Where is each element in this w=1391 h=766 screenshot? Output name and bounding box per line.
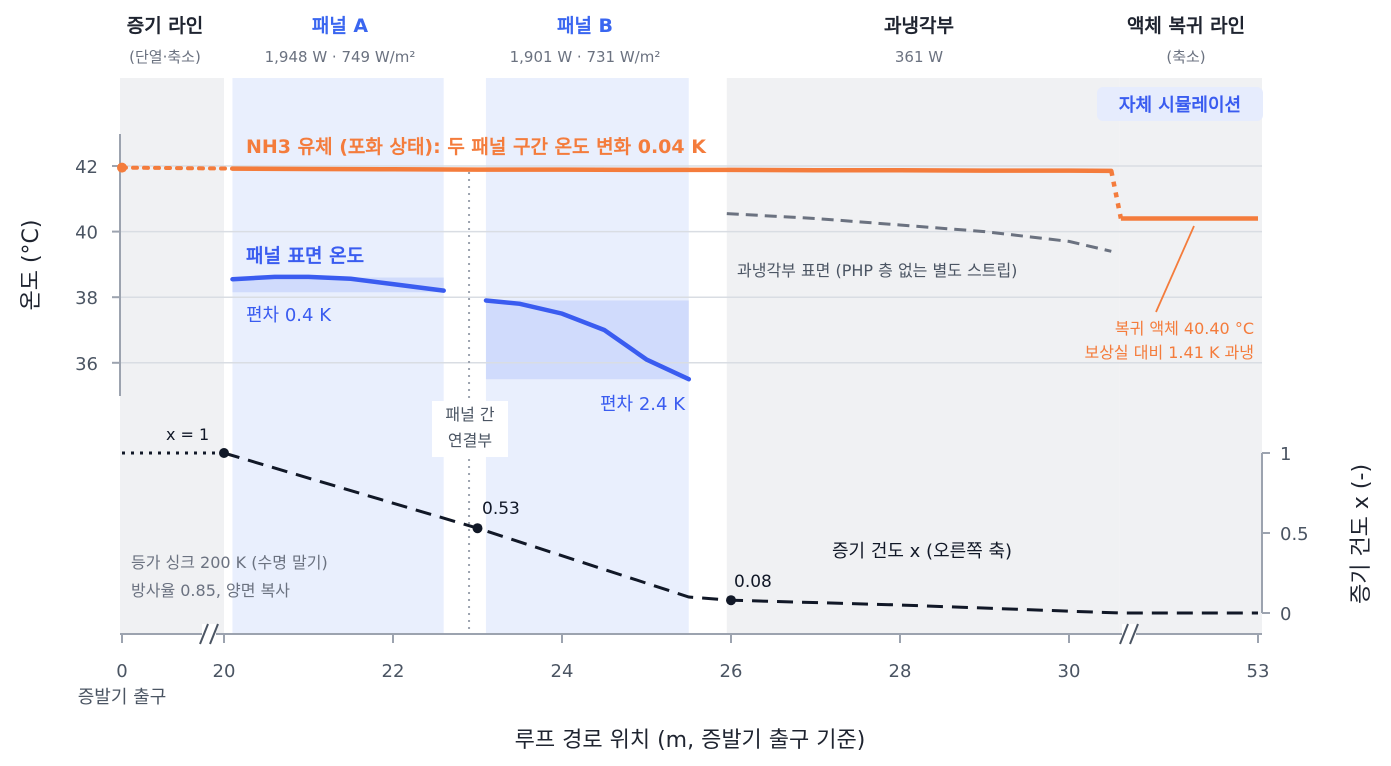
axis-break-mark-a-0 (199, 623, 209, 645)
header-panel-b-title: 패널 B (557, 15, 613, 37)
simulation-badge: 자체 시뮬레이션 (1097, 87, 1263, 121)
quality-053-label: 0.53 (482, 499, 520, 519)
region-band-5 (1119, 78, 1262, 634)
x-zero-sublabel: 증발기 출구 (78, 687, 167, 708)
y-left-tick-label-38: 38 (75, 288, 98, 309)
y-left-tick-label-40: 40 (75, 223, 98, 244)
header-return-line-sub: (축소) (1166, 48, 1205, 66)
panel-b-deviation: 편차 2.4 K (600, 394, 686, 415)
header-vapor-line-sub: (단열·축소) (129, 48, 201, 66)
y-axis-left-title: 온도 (°C) (19, 219, 44, 310)
header-vapor-line-title: 증기 라인 (127, 15, 204, 37)
axes: 36 38 40 42 0 0.5 1 0 20 22 24 26 28 30 53 (75, 134, 1309, 682)
header-subcooler-sub: 361 W (895, 48, 943, 66)
annotations: NH3 유체 (포화 상태): 두 패널 구간 온도 변화 0.04 K 패널 … (131, 136, 1254, 600)
headers: 증기 라인 (단열·축소) 패널 A 1,948 W · 749 W/m² 패널… (127, 15, 1245, 66)
y-right-tick-label-1: 0.5 (1280, 524, 1309, 545)
header-panel-a-title: 패널 A (312, 15, 369, 37)
header-subcooler-title: 과냉각부 (884, 15, 954, 37)
junction-label-2: 연결부 (448, 431, 492, 450)
quality-marker-1 (472, 523, 483, 534)
junction-label-1: 패널 간 (445, 405, 495, 424)
sink-label-2: 방사율 0.85, 양면 복사 (131, 581, 290, 600)
subcooler-surface-line (726, 212, 1112, 253)
badge-background (1097, 87, 1263, 121)
x-tick-label-0: 0 (116, 661, 127, 682)
series (117, 162, 1258, 615)
return-liquid-label-1: 복귀 액체 40.40 °C (1115, 319, 1254, 338)
quality-marker-2 (726, 595, 736, 606)
axis-break-mark-a-1 (1119, 623, 1129, 645)
x-axis-title: 루프 경로 위치 (m, 증발기 출구 기준) (515, 728, 866, 753)
header-panel-b-sub: 1,901 W · 731 W/m² (510, 48, 661, 66)
quality-marker-0 (219, 448, 229, 458)
panel-a-surface-line (230, 274, 446, 293)
x-tick-label-6: 30 (1058, 661, 1081, 682)
x-tick-label-7: 53 (1247, 661, 1270, 682)
axis-break-mark-b-1 (1129, 623, 1139, 645)
panel-a-deviation: 편차 0.4 K (246, 305, 332, 326)
header-panel-a-sub: 1,948 W · 749 W/m² (265, 48, 416, 66)
x-tick-label-3: 24 (551, 661, 574, 682)
quality-series-label: 증기 건도 x (오른쪽 축) (832, 541, 1012, 562)
x-tick-label-5: 28 (889, 661, 912, 682)
y-left-tick-label-42: 42 (75, 157, 98, 178)
header-return-line-title: 액체 복귀 라인 (1127, 15, 1245, 37)
junction-label-background (432, 401, 508, 457)
region-band-2 (232, 78, 444, 634)
badge-label: 자체 시뮬레이션 (1119, 95, 1241, 116)
y-left-tick-label-36: 36 (75, 354, 98, 375)
fluid-line (230, 166, 1114, 174)
quality-x1-label: x = 1 (166, 425, 209, 444)
fluid-label: NH3 유체 (포화 상태): 두 패널 구간 온도 변화 0.04 K (246, 136, 707, 158)
sink-label-1: 등가 싱크 200 K (수명 말기) (131, 553, 328, 572)
x-tick-label-2: 22 (382, 661, 405, 682)
panel-surface-label: 패널 표면 온도 (246, 245, 364, 267)
fluid-lead-in-line (120, 165, 235, 171)
deviation-band-2 (485, 300, 689, 380)
x-tick-label-4: 26 (720, 661, 743, 682)
return-liquid-label-2: 보상실 대비 1.41 K 과냉 (1084, 343, 1254, 362)
return-leader-line (1155, 225, 1195, 313)
y-axis-right-title: 증기 건도 x (-) (1349, 464, 1374, 604)
x-tick-label-1: 20 (213, 661, 236, 682)
y-right-tick-label-2: 1 (1280, 444, 1291, 465)
fluid-drop-line (1109, 170, 1124, 219)
deviation-band-1 (232, 277, 444, 293)
fluid-start-marker (117, 162, 127, 173)
quality-008-label: 0.08 (734, 572, 772, 592)
axis-break-mark-b-0 (209, 623, 219, 645)
region-band-1 (120, 78, 224, 634)
panel-b-surface-line (483, 298, 692, 382)
y-right-tick-label-0: 0 (1280, 604, 1291, 625)
subcooler-surface-label: 과냉각부 표면 (PHP 층 없는 별도 스트립) (737, 261, 1017, 280)
